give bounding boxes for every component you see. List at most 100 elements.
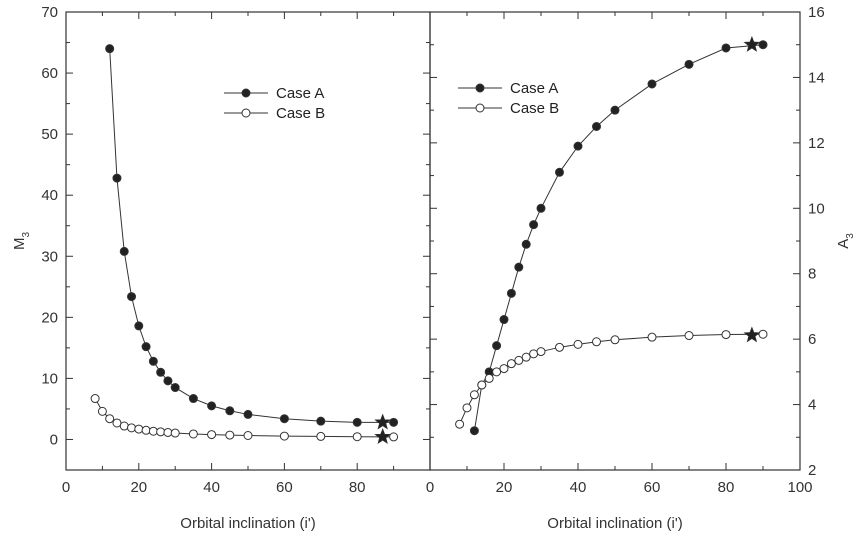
- left-case-b-point: [389, 432, 399, 442]
- right-legend-case-a-label: Case A: [510, 80, 558, 97]
- left-case-b-point: [352, 432, 362, 442]
- left-case-b-point: [148, 426, 158, 436]
- right-x-tick-label: 0: [426, 479, 434, 496]
- right-case-b-line: [459, 333, 764, 425]
- right-case-b-point: [506, 359, 516, 369]
- right-case-b-point: [514, 355, 524, 365]
- left-case-b-point: [243, 430, 253, 440]
- left-case-b-point: [141, 425, 151, 435]
- left-case-a-point: [188, 394, 198, 404]
- left-case-a-point: [352, 417, 362, 427]
- right-case-a-point: [492, 341, 502, 351]
- left-case-a-point: [156, 367, 166, 377]
- right-y-axis-label: A3: [835, 233, 856, 249]
- left-case-a-point: [105, 44, 115, 54]
- left-case-a-point: [119, 246, 129, 256]
- right-case-b-point: [469, 390, 479, 400]
- right-case-a-point: [506, 288, 516, 298]
- right-y-tick-label: 10: [808, 200, 825, 217]
- left-case-a-point: [170, 383, 180, 393]
- left-y-axis-label-base: M: [11, 238, 28, 251]
- right-case-b-point: [536, 347, 546, 357]
- right-case-b-point: [592, 337, 601, 347]
- left-y-tick-label: 10: [41, 370, 58, 387]
- right-y-tick-label: 2: [808, 462, 816, 479]
- left-plot-frame: [65, 11, 431, 471]
- left-case-b-point: [163, 427, 173, 437]
- left-x-tick-label: 80: [349, 479, 366, 496]
- right-case-b-point: [573, 339, 583, 349]
- left-case-a-point: [207, 401, 217, 411]
- left-legend-case-b-marker: [241, 108, 251, 118]
- left-case-b-point: [207, 430, 217, 440]
- left-case-a-point: [148, 356, 158, 366]
- left-y-tick-label: 60: [41, 65, 58, 82]
- left-case-b-point: [156, 427, 166, 437]
- right-y-tick-label: 6: [808, 331, 816, 348]
- right-case-a-point: [499, 315, 509, 325]
- left-case-b-point: [97, 406, 107, 416]
- left-case-a-point: [225, 406, 235, 416]
- right-case-b-point: [610, 335, 620, 345]
- left-case-b-point: [170, 428, 180, 438]
- left-y-axis-label-subscript: 3: [21, 232, 32, 238]
- right-y-tick-label: 8: [808, 266, 816, 283]
- left-case-a-point: [112, 173, 122, 183]
- right-y-tick-label: 14: [808, 69, 825, 86]
- right-x-tick-label: 100: [787, 479, 812, 496]
- left-case-b-point: [279, 431, 289, 441]
- right-case-a-point: [721, 43, 731, 53]
- left-case-a-point: [141, 342, 151, 352]
- left-case-a-point: [279, 414, 289, 424]
- right-legend-case-b-label: Case B: [510, 100, 559, 117]
- left-case-a-point: [163, 376, 173, 386]
- right-case-a-point: [529, 220, 539, 230]
- left-case-b-star-marker: [374, 428, 392, 445]
- left-case-a-point: [389, 417, 399, 427]
- left-x-tick-label: 20: [130, 479, 147, 496]
- left-y-tick-label: 70: [41, 4, 58, 21]
- left-x-tick-label: 60: [276, 479, 293, 496]
- left-x-axis-label: Orbital inclination (i'): [180, 515, 315, 532]
- left-y-tick-label: 0: [50, 431, 58, 448]
- right-case-b-point: [462, 403, 472, 413]
- right-case-b-point: [484, 373, 494, 383]
- right-case-b-point: [529, 349, 539, 359]
- right-case-b-point: [521, 352, 531, 362]
- right-case-b-point: [647, 332, 657, 342]
- right-case-b-point: [684, 331, 694, 341]
- right-case-a-point: [684, 59, 694, 69]
- left-y-tick-label: 30: [41, 248, 58, 265]
- left-y-tick-label: 50: [41, 126, 58, 143]
- right-plot-frame: [429, 11, 801, 471]
- left-case-a-point: [316, 416, 326, 426]
- left-y-tick-label: 40: [41, 187, 58, 204]
- right-x-tick-label: 20: [496, 479, 513, 496]
- left-case-b-point: [90, 394, 100, 404]
- right-case-b-point: [499, 364, 509, 374]
- right-x-tick-label: 80: [718, 479, 735, 496]
- left-case-b-point: [316, 431, 326, 441]
- left-legend-case-a-label: Case A: [276, 85, 324, 102]
- right-case-a-line: [473, 44, 764, 431]
- left-case-a-star-marker: [374, 413, 392, 430]
- right-legend-case-a-marker: [475, 83, 485, 93]
- right-case-a-point: [521, 239, 531, 249]
- left-case-a-point: [127, 292, 137, 302]
- right-case-b-point: [555, 342, 564, 352]
- left-case-a-point: [243, 409, 253, 419]
- right-y-tick-label: 12: [808, 135, 825, 152]
- left-x-tick-label: 40: [203, 479, 220, 496]
- left-case-a-line: [109, 48, 394, 423]
- right-case-a-star-marker: [743, 35, 761, 52]
- right-x-tick-label: 60: [644, 479, 661, 496]
- right-legend-case-b-marker: [475, 103, 485, 113]
- right-case-b-point: [492, 367, 502, 377]
- right-x-axis-label: Orbital inclination (i'): [547, 515, 682, 532]
- left-case-b-point: [127, 423, 137, 433]
- left-y-tick-label: 20: [41, 309, 58, 326]
- right-case-a-point: [610, 105, 620, 115]
- right-y-tick-label: 4: [808, 397, 816, 414]
